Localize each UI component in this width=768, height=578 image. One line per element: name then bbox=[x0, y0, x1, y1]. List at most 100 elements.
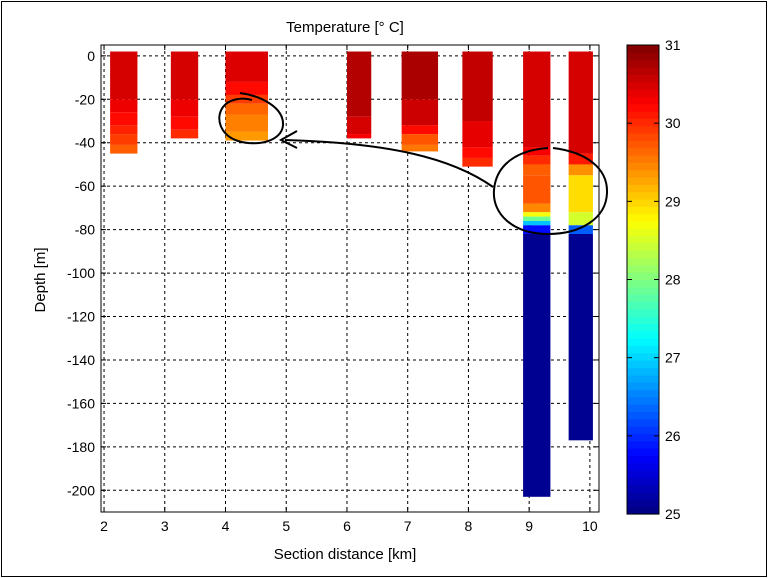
colorbar-band bbox=[627, 176, 659, 185]
x-tick-label-10: 10 bbox=[582, 518, 598, 534]
cell-station-4-1 bbox=[346, 51, 372, 117]
colorbar-band bbox=[627, 360, 659, 369]
x-axis-label: Section distance [km] bbox=[274, 546, 417, 563]
plot-axes bbox=[100, 44, 600, 513]
cell-station-8-7 bbox=[568, 233, 593, 441]
y-tick-label-0: 0 bbox=[87, 48, 95, 64]
colorbar-band bbox=[627, 220, 659, 229]
cell-station-1-3 bbox=[110, 112, 138, 126]
heatmap-cells bbox=[110, 51, 593, 497]
colorbar-band bbox=[627, 147, 659, 156]
y-tick-label--160: -160 bbox=[67, 395, 95, 411]
colorbar-band bbox=[627, 140, 659, 149]
colorbar-band bbox=[627, 308, 659, 317]
colorbar-band bbox=[627, 301, 659, 310]
colorbar-band bbox=[627, 477, 659, 486]
colorbar-band bbox=[627, 206, 659, 215]
y-tick-label--140: -140 bbox=[67, 352, 95, 368]
cell-station-7-10 bbox=[523, 225, 551, 234]
colorbar-band bbox=[627, 374, 659, 383]
cell-station-7-9 bbox=[523, 220, 551, 226]
colorbar-band bbox=[627, 462, 659, 471]
x-ticks: 2 3 4 5 6 7 8 9 10 bbox=[100, 45, 598, 534]
cell-station-5-2 bbox=[401, 99, 439, 126]
cell-station-7-2 bbox=[523, 147, 551, 156]
cell-station-8-2 bbox=[568, 153, 593, 165]
cell-station-7-1 bbox=[523, 51, 551, 148]
colorbar-band bbox=[627, 125, 659, 134]
colorbar-band bbox=[627, 345, 659, 354]
colorbar-band bbox=[627, 154, 659, 163]
cell-station-1-6 bbox=[110, 144, 138, 154]
cell-station-2-3 bbox=[170, 116, 199, 130]
colorbar-band bbox=[627, 338, 659, 347]
colorbar-band bbox=[627, 74, 659, 83]
colorbar-band bbox=[627, 118, 659, 127]
colorbar-tick-label-27: 27 bbox=[665, 350, 681, 366]
annotation-arrowhead bbox=[278, 130, 298, 149]
colorbar-band bbox=[627, 52, 659, 61]
annotation-large-circle bbox=[492, 147, 609, 236]
cell-station-3-2 bbox=[225, 81, 269, 95]
colorbar-band bbox=[627, 382, 659, 391]
y-tick-label--20: -20 bbox=[75, 91, 95, 107]
y-ticks: 0 -20 -40 -60 -80 -100 -120 -140 -160 -180 -200 bbox=[67, 48, 599, 498]
colorbar-tick-label-28: 28 bbox=[665, 272, 681, 288]
hand-drawn-annotations bbox=[218, 92, 609, 236]
x-tick-label-2: 2 bbox=[100, 518, 108, 534]
cell-station-5-5 bbox=[401, 144, 439, 152]
colorbar-band bbox=[627, 352, 659, 361]
colorbar-band bbox=[627, 191, 659, 200]
colorbar-band bbox=[627, 103, 659, 112]
cell-station-4-2 bbox=[346, 116, 372, 135]
colorbar-band bbox=[627, 492, 659, 500]
annotation-small-circle bbox=[218, 92, 285, 145]
colorbar-band bbox=[627, 316, 659, 325]
colorbar-tick-label-25: 25 bbox=[665, 506, 681, 522]
cell-station-3-1 bbox=[225, 51, 269, 82]
cell-station-3-6 bbox=[225, 131, 269, 141]
colorbar-band bbox=[627, 213, 659, 222]
grid-lines bbox=[101, 45, 599, 512]
colorbar-band bbox=[627, 448, 659, 456]
cell-station-1-5 bbox=[110, 134, 138, 145]
colorbar-tick-label-29: 29 bbox=[665, 193, 681, 209]
cell-station-6-2 bbox=[462, 121, 493, 148]
x-tick-label-4: 4 bbox=[222, 518, 230, 534]
colorbar-band bbox=[627, 184, 659, 193]
plot-border bbox=[100, 44, 600, 513]
colorbar-band bbox=[627, 257, 659, 266]
cell-station-1-1 bbox=[110, 51, 138, 100]
colorbar-band bbox=[627, 45, 659, 53]
cell-station-7-6 bbox=[523, 203, 551, 213]
cell-station-8-3 bbox=[568, 164, 593, 176]
y-axis-label: Depth [m] bbox=[32, 247, 49, 312]
cell-station-8-5 bbox=[568, 212, 593, 226]
colorbar-band bbox=[627, 470, 659, 478]
colorbar-band bbox=[627, 66, 659, 75]
colorbar-band bbox=[627, 279, 659, 288]
cell-station-3-4 bbox=[225, 103, 269, 115]
colorbar-band bbox=[627, 426, 659, 434]
colorbar-band bbox=[627, 169, 659, 178]
colorbar-tick-label-26: 26 bbox=[665, 428, 681, 444]
colorbar-band bbox=[627, 294, 659, 303]
colorbar-band bbox=[627, 242, 659, 251]
colorbar-band bbox=[627, 484, 659, 493]
colorbar-band bbox=[627, 272, 659, 281]
colorbar-band bbox=[627, 440, 659, 449]
cell-station-1-2 bbox=[110, 99, 138, 113]
colorbar-band bbox=[627, 264, 659, 273]
colorbar-band bbox=[627, 132, 659, 141]
annotation-arrow bbox=[284, 139, 494, 188]
colorbar-band bbox=[627, 286, 659, 295]
cell-station-7-3 bbox=[523, 155, 551, 165]
colorbar: 25 26 27 28 29 30 31 bbox=[626, 37, 681, 522]
cell-station-6-4 bbox=[462, 157, 493, 167]
colorbar-band bbox=[627, 367, 659, 376]
colorbar-band bbox=[627, 110, 659, 119]
cell-station-7-11 bbox=[523, 233, 551, 497]
cell-station-7-5 bbox=[523, 175, 551, 204]
chart-title: Temperature [° C] bbox=[286, 19, 404, 36]
colorbar-band bbox=[627, 404, 659, 413]
